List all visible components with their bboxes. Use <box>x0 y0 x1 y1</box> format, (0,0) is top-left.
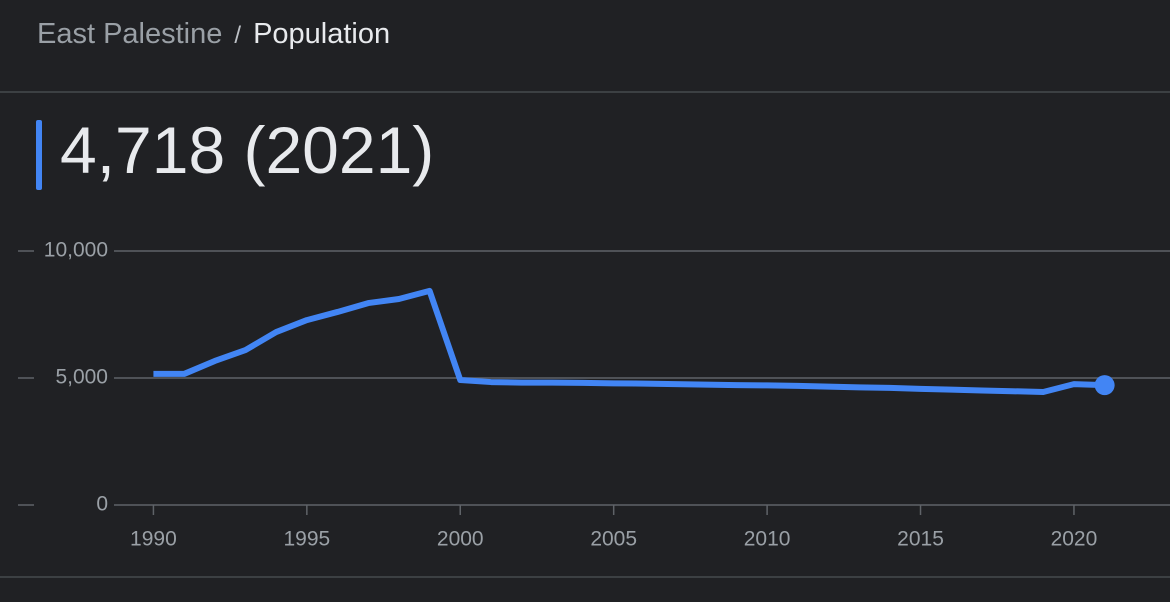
breadcrumb: East Palestine / Population <box>37 18 390 51</box>
topic: Population <box>253 18 391 50</box>
y-tick-label: 0 <box>96 493 108 516</box>
y-tick-label: 5,000 <box>55 366 108 389</box>
place-link[interactable]: East Palestine <box>37 18 223 50</box>
x-tick-label: 2020 <box>1051 528 1098 551</box>
divider <box>0 91 1170 93</box>
x-tick-label: 2015 <box>897 528 944 551</box>
end-point <box>1094 375 1115 396</box>
x-tick-label: 1990 <box>130 528 177 551</box>
x-tick-label: 1995 <box>283 528 330 551</box>
x-tick-label: 2000 <box>437 528 484 551</box>
headline: 4,718 (2021) <box>60 113 435 187</box>
separator: / <box>234 22 242 49</box>
accent-bar <box>36 120 42 190</box>
line <box>153 287 1105 395</box>
x-tick-label: 2010 <box>744 528 791 551</box>
x-tick-label: 2005 <box>590 528 637 551</box>
y-tick-label: 10,000 <box>44 239 108 262</box>
